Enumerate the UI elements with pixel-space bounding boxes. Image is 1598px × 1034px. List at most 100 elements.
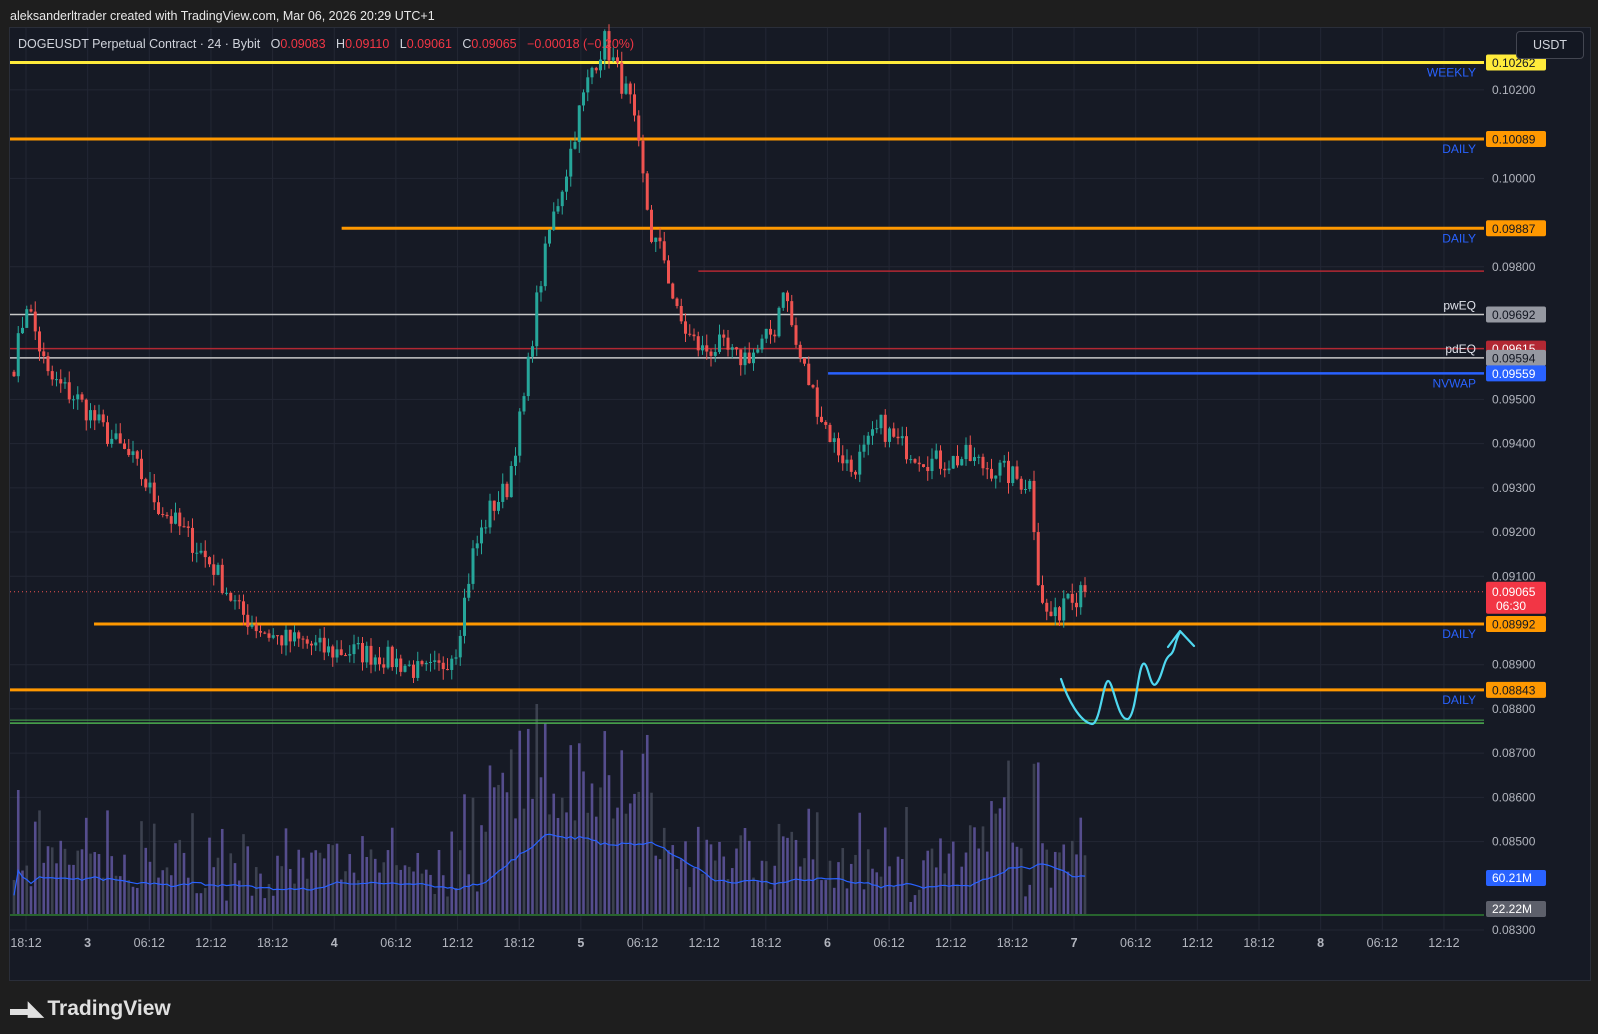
volume-bar: [939, 838, 942, 914]
volume-bar: [297, 849, 301, 914]
volume-bar: [475, 891, 479, 914]
currency-selector-button[interactable]: USDT: [1516, 31, 1584, 59]
candle-body: [896, 436, 900, 439]
volume-bar: [250, 895, 254, 914]
level-price-tag: [1486, 130, 1546, 147]
candle-body: [233, 600, 237, 602]
candle-body: [318, 637, 322, 643]
candle-body: [611, 57, 615, 61]
candle-body: [148, 482, 152, 488]
time-tick-label: 8: [1317, 936, 1324, 950]
volume-bar: [212, 867, 216, 914]
volume-bar: [645, 734, 649, 914]
volume-bar: [909, 901, 913, 914]
price-tick-label: 0.10000: [1492, 171, 1536, 185]
annotations: WEEKLY DAILY DAILY pwEQ pdEQ NVWAP DAILY DAILY: [1059, 65, 1476, 726]
volume-bar: [1011, 842, 1015, 914]
candle-body: [178, 512, 182, 527]
volume-bar: [369, 849, 373, 914]
level-price-tag: [1486, 681, 1546, 698]
candle-body: [497, 501, 500, 511]
volume-bar: [798, 866, 802, 914]
volume-value-tag: [1486, 901, 1546, 917]
candle-body: [909, 459, 913, 461]
volume-bar: [739, 835, 743, 914]
time-tick-label: 12:12: [689, 936, 720, 950]
candle-body: [633, 94, 636, 116]
volume-bar: [658, 859, 662, 914]
volume-bar: [790, 831, 794, 914]
candle-body: [67, 382, 71, 400]
candle-body: [930, 458, 934, 472]
candle-body: [480, 527, 483, 544]
volume-bar: [990, 801, 993, 914]
candle-body: [1083, 585, 1087, 592]
candle-body: [106, 422, 109, 444]
volume-bar: [16, 789, 20, 914]
volume-bar: [1053, 851, 1057, 914]
volume-bar: [981, 826, 985, 914]
volume-bar: [365, 856, 369, 914]
candle-body: [718, 334, 721, 353]
candle-body: [820, 416, 823, 422]
candle-body: [968, 444, 972, 461]
volume-bar: [254, 867, 258, 914]
volume-bar: [684, 841, 687, 914]
candle-body: [322, 637, 326, 653]
volume-bar: [488, 765, 492, 914]
volume-bar: [590, 783, 594, 914]
volume-bar: [497, 784, 500, 914]
candle-body: [658, 237, 662, 242]
volume-bar: [871, 868, 874, 914]
candle-body: [144, 479, 148, 488]
time-tick-label: 06:12: [134, 936, 165, 950]
volume-bar: [1019, 848, 1023, 914]
candle-body: [573, 142, 577, 149]
volume-bar: [407, 866, 411, 914]
volume-bar: [586, 812, 590, 914]
candle-body: [46, 356, 50, 372]
candle-body: [293, 632, 296, 642]
price-tick-label: 0.09100: [1492, 569, 1536, 583]
candle-body: [964, 444, 968, 460]
level-price-value: 0.09692: [1492, 308, 1536, 322]
volume-bar: [403, 865, 407, 914]
volume-bar: [420, 873, 424, 914]
volume-bar: [854, 854, 857, 914]
volume-bar: [446, 896, 449, 914]
candle-body: [888, 428, 891, 442]
candle-body: [463, 597, 466, 636]
volume-bar: [845, 888, 849, 914]
time-tick-label: 06:12: [380, 936, 411, 950]
volume-bar: [1024, 896, 1027, 914]
level-name-label: pdEQ: [1445, 342, 1476, 356]
volume-bar: [106, 810, 109, 914]
candle-body: [263, 632, 267, 634]
volume-bar: [815, 812, 819, 914]
candle-body: [582, 92, 585, 106]
volume-bar: [373, 858, 377, 914]
volume-bar: [650, 792, 653, 914]
candle-body: [327, 646, 330, 653]
candle-body: [1053, 607, 1057, 617]
candle-body: [1041, 585, 1044, 603]
candle-body: [654, 237, 658, 242]
volume-bar: [344, 871, 347, 914]
candle-body: [892, 428, 896, 437]
volume-bar: [331, 845, 335, 914]
candle-body: [280, 635, 284, 646]
candle-body: [926, 466, 930, 472]
volume-bar: [267, 883, 271, 914]
volume-bar: [696, 826, 700, 914]
candle-body: [84, 399, 88, 421]
volume-bar: [246, 846, 250, 914]
volume-bar: [220, 828, 224, 914]
candle-body: [339, 649, 343, 656]
candle-body: [335, 649, 339, 658]
candle-body: [701, 345, 704, 351]
candle-body: [841, 455, 845, 464]
low-label: L: [399, 37, 407, 51]
volume-bar: [769, 889, 772, 914]
candle-body: [288, 629, 292, 642]
